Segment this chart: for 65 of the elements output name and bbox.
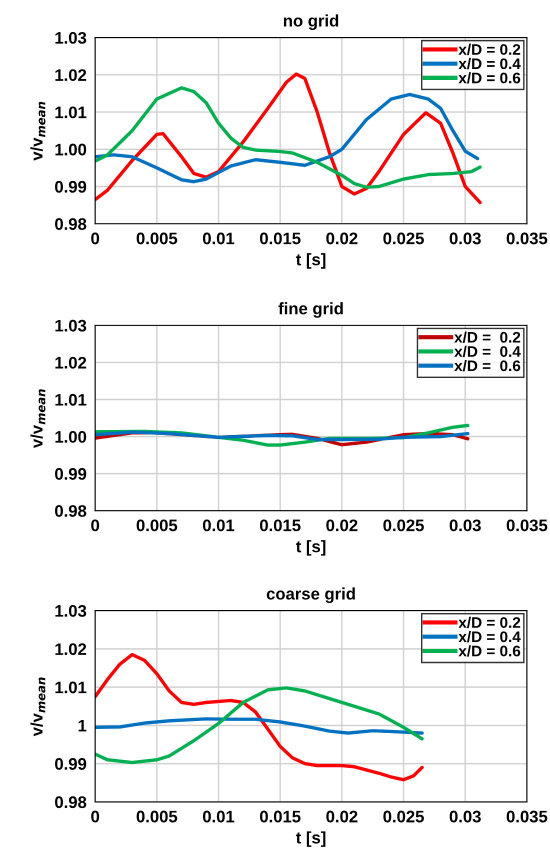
y-axis-title: v/v$_{mean}$ (30, 677, 46, 736)
legend-label: x/D = 0.4 (458, 630, 521, 642)
y-tick-label: 0.98 (55, 796, 86, 808)
y-axis-title: v/v$_{mean}$ (30, 102, 46, 161)
x-tick-label: 0.015 (260, 810, 301, 822)
x-tick-label: 0.005 (136, 810, 178, 822)
y-tick-label: 1.00 (55, 144, 86, 156)
x-tick-label: 0.035 (506, 519, 548, 532)
x-tick-label: 0.025 (383, 232, 424, 244)
x-tick-label: 0 (91, 232, 100, 244)
y-tick-label: 1.00 (55, 430, 86, 443)
y-tick-label: 0.99 (55, 758, 86, 770)
y-tick-label: 1.01 (55, 106, 86, 118)
x-tick-label: 0.02 (326, 519, 358, 532)
x-tick-label: 0.005 (136, 232, 178, 244)
legend-label: x/D = 0.2 (458, 44, 520, 56)
x-tick-label: 0.01 (202, 519, 234, 532)
x-tick-label: 0.015 (260, 519, 301, 532)
y-axis-title: v/v$_{mean}$ (30, 389, 46, 448)
chart-title: coarse grid (266, 587, 355, 604)
chart-title: no grid (284, 14, 338, 30)
legend-label: x/D = 0.2 (454, 331, 520, 343)
x-tick-label: 0.025 (383, 810, 424, 822)
x-axis-title: t [s] (296, 540, 326, 556)
x-tick-label: 0 (91, 519, 100, 532)
y-tick-label: 1.01 (55, 682, 86, 694)
legend-label: x/D = 0.6 (458, 72, 520, 84)
x-tick-label: 0.015 (260, 232, 301, 244)
line-series (95, 652, 424, 782)
x-axis-title: t [s] (296, 253, 326, 269)
x-tick-label: 0.01 (202, 232, 234, 244)
x-tick-label: 0.01 (202, 810, 234, 822)
line-series (95, 72, 482, 204)
x-tick-label: 0.025 (383, 519, 424, 532)
y-tick-label: 1.03 (55, 605, 86, 617)
x-tick-label: 0.03 (450, 519, 481, 532)
y-tick-label: 0.98 (55, 505, 86, 517)
y-tick-label: 1.03 (55, 320, 86, 332)
y-tick-label: 1.02 (55, 69, 86, 82)
legend-label: x/D = 0.6 (458, 645, 520, 657)
x-tick-label: 0 (91, 810, 100, 822)
y-tick-label: 1.02 (55, 643, 86, 656)
y-tick-label: 0.99 (55, 468, 86, 480)
y-tick-label: 0.98 (55, 218, 86, 230)
x-tick-label: 0.035 (506, 232, 548, 244)
y-tick-label: 1 (78, 720, 86, 732)
x-tick-label: 0.03 (450, 810, 481, 823)
line-series (95, 686, 424, 764)
line-series (95, 430, 470, 442)
legend-label: x/D = 0.6 (454, 360, 520, 372)
y-tick-label: 0.99 (55, 180, 86, 193)
legend-label: x/D = 0.2 (458, 616, 520, 628)
x-axis-title: t [s] (296, 831, 326, 847)
chart-title: fine grid (278, 302, 343, 318)
y-tick-label: 1.03 (55, 32, 86, 44)
x-tick-label: 0.02 (326, 232, 358, 244)
x-tick-label: 0.005 (136, 519, 178, 532)
x-tick-label: 0.03 (450, 232, 481, 244)
legend-label: x/D = 0.4 (454, 346, 521, 358)
x-tick-label: 0.02 (326, 810, 358, 822)
y-tick-label: 1.02 (55, 356, 86, 369)
y-tick-label: 1.01 (55, 394, 86, 406)
legend-label: x/D = 0.4 (458, 58, 521, 70)
x-tick-label: 0.035 (506, 810, 548, 823)
line-series (95, 717, 424, 735)
